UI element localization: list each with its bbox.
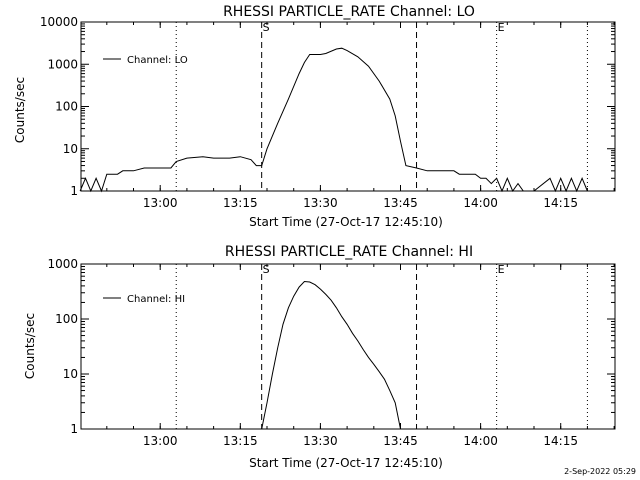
plot-frame xyxy=(80,263,616,430)
chart-title: RHESSI PARTICLE_RATE Channel: LO xyxy=(223,4,475,20)
chart-title: RHESSI PARTICLE_RATE Channel: HI xyxy=(225,244,473,260)
x-tick-label: 13:45 xyxy=(383,434,418,448)
x-tick-label: 13:15 xyxy=(223,196,258,210)
x-tick-label: 13:15 xyxy=(223,434,258,448)
y-tick-label: 1 xyxy=(70,422,78,436)
series-line xyxy=(79,47,588,193)
timestamp-footer: 2-Sep-2022 05:29 xyxy=(564,467,636,476)
y-tick-label: 1 xyxy=(70,184,78,198)
legend-label: Channel: LO xyxy=(127,55,188,66)
x-axis-label: Start Time (27-Oct-17 12:45:10) xyxy=(249,215,443,229)
series-group xyxy=(79,47,588,193)
legend: Channel: LO xyxy=(103,55,188,66)
axis-ticks: 13:00 13:15 13:30 13:45 14:00 14:15 1 10 100 1000… xyxy=(40,15,615,210)
plot-frame xyxy=(80,21,616,192)
y-tick-label: 10000 xyxy=(40,15,78,29)
x-tick-label: 13:00 xyxy=(143,196,178,210)
y-tick-label: 1000 xyxy=(47,257,78,271)
y-tick-label: 100 xyxy=(55,312,78,326)
marker-label: E xyxy=(498,263,505,276)
marker-label: S xyxy=(263,21,270,34)
legend-label: Channel: HI xyxy=(127,294,185,305)
y-tick-label: 100 xyxy=(55,100,78,114)
x-tick-label: 14:15 xyxy=(543,196,578,210)
x-tick-label: 14:00 xyxy=(463,196,498,210)
series-line xyxy=(261,280,401,430)
y-tick-label: 1000 xyxy=(47,57,78,71)
x-tick-label: 14:00 xyxy=(463,434,498,448)
legend: Channel: HI xyxy=(103,294,185,305)
series-group xyxy=(261,280,401,430)
x-tick-label: 14:15 xyxy=(543,434,578,448)
y-axis-label: Counts/sec xyxy=(13,77,27,143)
x-tick-label: 13:30 xyxy=(303,196,338,210)
marker-label: E xyxy=(498,21,505,34)
y-tick-label: 10 xyxy=(63,367,78,381)
x-tick-label: 13:45 xyxy=(383,196,418,210)
marker-label: S xyxy=(263,263,270,276)
y-axis-label: Counts/sec xyxy=(23,313,37,379)
x-tick-label: 13:00 xyxy=(143,434,178,448)
y-tick-label: 10 xyxy=(63,142,78,156)
x-tick-label: 13:30 xyxy=(303,434,338,448)
axis-ticks: 13:00 13:15 13:30 13:45 14:00 14:15 1 10 100 1000 xyxy=(47,257,615,448)
x-axis-label: Start Time (27-Oct-17 12:45:10) xyxy=(249,456,443,470)
